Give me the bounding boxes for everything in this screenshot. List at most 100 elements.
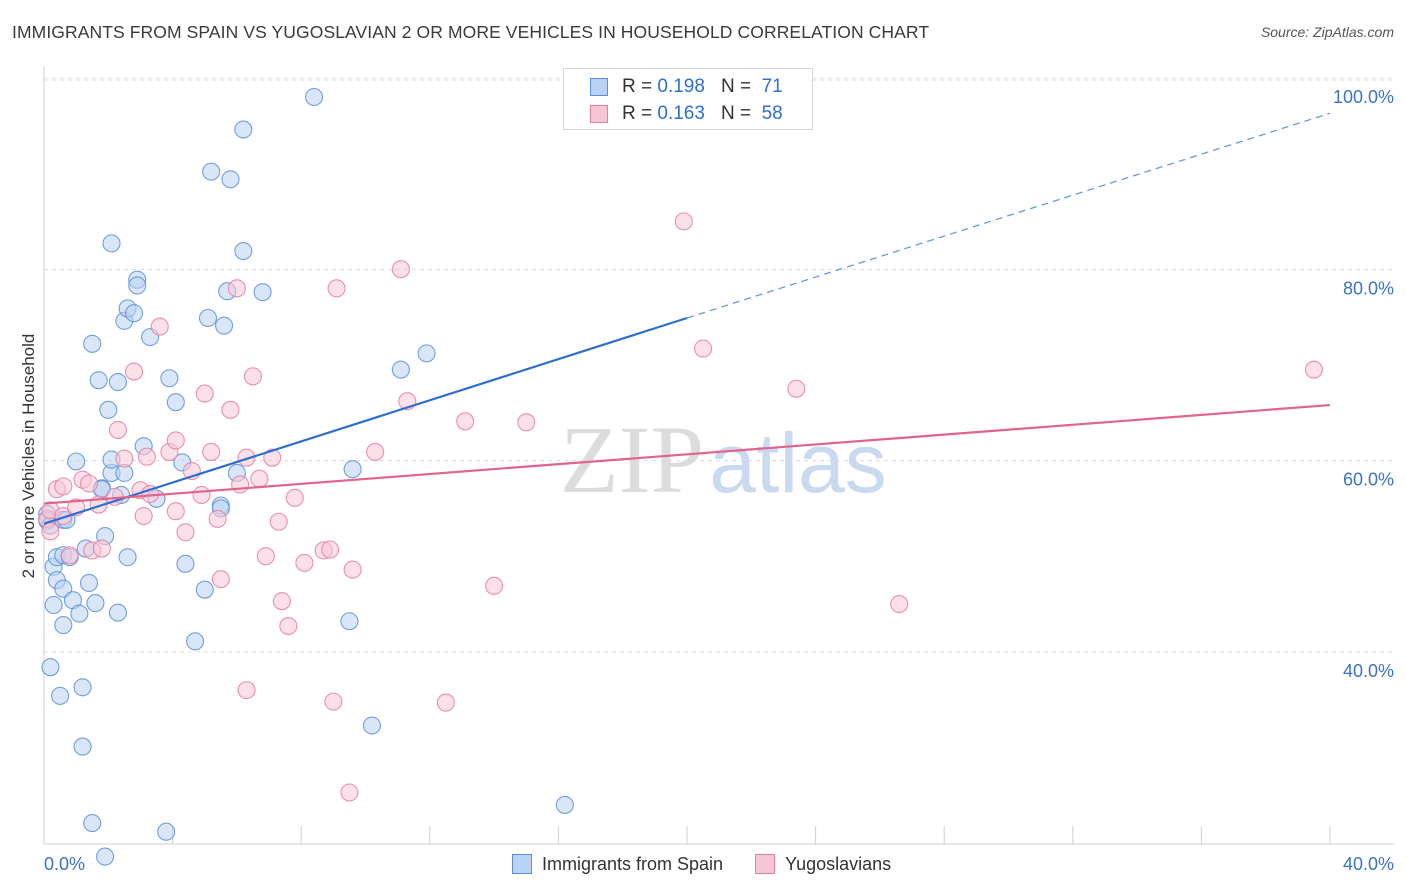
axes — [43, 66, 1394, 845]
data-point — [134, 506, 153, 526]
data-point — [150, 317, 169, 336]
chart-title: IMMIGRANTS FROM SPAIN VS YUGOSLAVIAN 2 O… — [12, 22, 930, 42]
data-point — [787, 379, 806, 398]
data-point — [272, 592, 291, 611]
chart-source: Source: ZipAtlas.com — [1260, 24, 1394, 40]
data-point — [124, 362, 144, 381]
legend-n-value: 71 — [761, 76, 783, 97]
grid — [44, 77, 1394, 653]
data-point — [89, 371, 108, 390]
watermark-atlas: atlas — [709, 416, 886, 510]
data-point — [694, 339, 713, 358]
data-point — [253, 283, 272, 302]
data-point — [54, 616, 73, 635]
legend-swatch-spain — [590, 78, 608, 96]
data-point — [73, 678, 92, 697]
data-point — [108, 603, 127, 622]
data-point — [250, 469, 269, 488]
legend-swatch-yugoslavians — [590, 105, 608, 123]
legend-r-value: 0.163 — [657, 103, 705, 124]
data-point — [202, 162, 221, 181]
data-point — [102, 234, 121, 253]
trend-line-yugoslavians — [43, 403, 1331, 505]
data-point — [340, 783, 359, 802]
data-point — [186, 632, 205, 651]
data-point — [208, 509, 227, 528]
legend-n-label: N = — [720, 103, 752, 124]
data-point — [366, 442, 385, 461]
data-point — [176, 523, 195, 542]
data-point — [321, 540, 340, 559]
data-point — [195, 580, 214, 599]
watermark: ZIP atlas — [560, 406, 887, 513]
data-point — [269, 512, 288, 531]
x-tick-label: 40.0% — [1343, 854, 1394, 874]
data-point — [96, 847, 115, 866]
data-point — [517, 413, 536, 432]
data-point — [263, 448, 282, 467]
data-point — [417, 344, 436, 363]
data-point — [157, 822, 176, 841]
correlation-legend: R = 0.198 N = 71 R = 0.163 N = 58 — [563, 68, 813, 130]
data-point — [305, 87, 324, 107]
legend-swatch-yugoslavians — [755, 854, 776, 874]
data-point — [60, 546, 79, 565]
trend-line-spain-extension — [686, 112, 1331, 319]
data-point — [198, 308, 218, 328]
data-point — [256, 547, 275, 566]
data-point — [67, 452, 86, 471]
data-point — [51, 686, 70, 705]
data-point — [362, 716, 381, 735]
y-tick-label: 100.0% — [1333, 87, 1394, 107]
x-tick-label: 0.0% — [44, 854, 85, 874]
data-point — [485, 576, 504, 595]
data-point — [92, 539, 111, 558]
data-point — [70, 604, 89, 623]
series-legend: Immigrants from Spain Yugoslavians — [512, 852, 923, 876]
data-point — [44, 595, 63, 615]
data-point — [124, 304, 144, 323]
legend-label-yugoslavians: Yugoslavians — [785, 853, 892, 874]
data-point — [54, 506, 73, 526]
legend-r-value: 0.198 — [657, 76, 705, 97]
data-point — [79, 474, 99, 493]
data-point — [214, 316, 234, 335]
legend-r-label: R = — [622, 76, 653, 97]
data-point — [211, 570, 230, 589]
data-point — [137, 447, 156, 466]
data-point — [202, 442, 221, 461]
data-point — [79, 573, 99, 593]
trend-line-spain — [43, 316, 688, 525]
data-point — [166, 502, 185, 521]
y-tick-label: 60.0% — [1343, 470, 1394, 490]
data-point — [237, 681, 256, 700]
legend-n-label: N = — [720, 76, 752, 97]
trend-lines — [43, 112, 1331, 525]
data-point — [160, 369, 179, 388]
data-point — [83, 334, 102, 353]
data-point — [391, 360, 410, 379]
data-point — [221, 400, 240, 419]
series-immigrants-from-spain — [38, 87, 574, 866]
data-point — [243, 367, 263, 386]
data-point — [436, 693, 455, 712]
data-point — [192, 485, 211, 505]
data-point — [279, 616, 298, 636]
data-point — [890, 594, 909, 614]
y-axis-label: 2 or more Vehicles in Household — [19, 334, 38, 579]
data-point — [391, 260, 410, 279]
data-point — [54, 477, 73, 496]
data-point — [99, 400, 118, 419]
data-point — [118, 548, 137, 567]
data-point — [195, 384, 214, 403]
data-point — [234, 241, 253, 261]
data-point — [166, 431, 185, 450]
data-point — [234, 120, 253, 139]
data-point — [327, 279, 346, 298]
data-point — [340, 612, 359, 631]
data-point — [86, 594, 105, 613]
data-point — [285, 488, 304, 507]
data-point — [73, 737, 92, 756]
data-point — [221, 170, 240, 189]
